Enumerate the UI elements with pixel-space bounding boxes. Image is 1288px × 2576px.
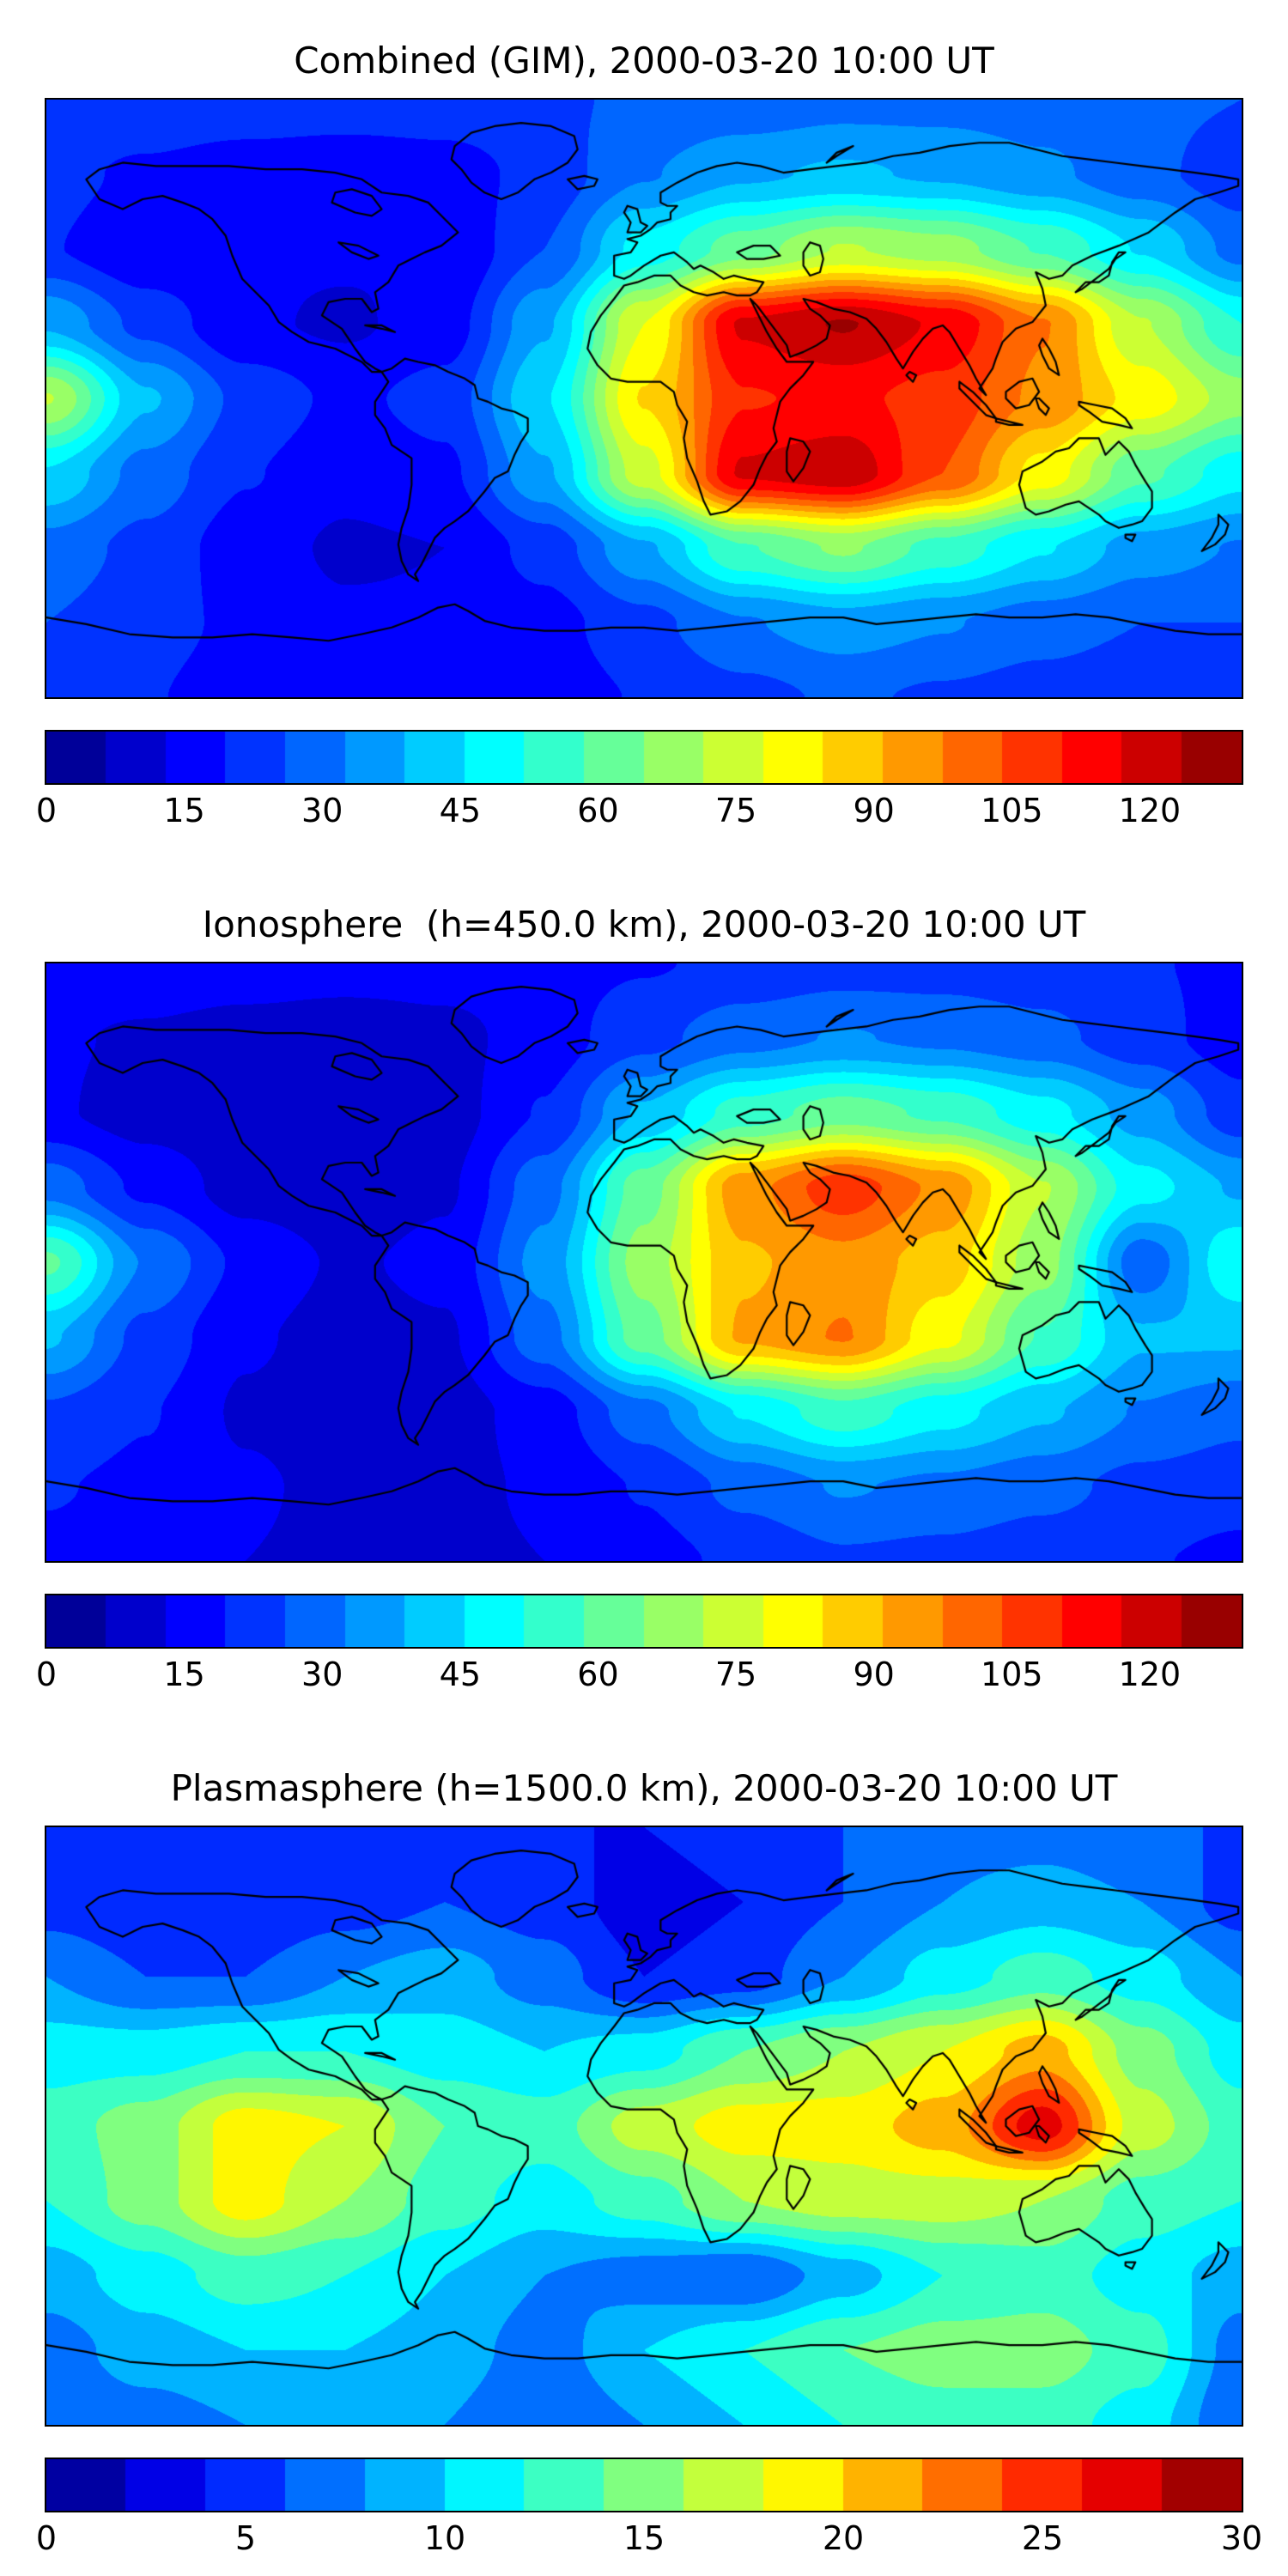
colorbar-frame-plasmasphere <box>45 2458 1243 2512</box>
panel-title-combined: Combined (GIM), 2000-03-20 10:00 UT <box>294 39 994 82</box>
map-canvas-plasmasphere <box>46 1827 1242 2425</box>
map-frame-plasmasphere <box>45 1826 1243 2427</box>
colorbar-tick-label: 30 <box>301 792 343 829</box>
colorbar-tick-label: 5 <box>234 2519 257 2557</box>
panel-title-plasmasphere: Plasmasphere (h=1500.0 km), 2000-03-20 1… <box>170 1767 1118 1809</box>
colorbar-frame-combined <box>45 730 1243 785</box>
colorbar-tick-label: 120 <box>1118 1656 1182 1693</box>
colorbar-tick-label: 90 <box>853 1656 895 1693</box>
map-canvas-combined <box>46 100 1242 697</box>
colorbar-canvas-combined <box>46 732 1242 783</box>
colorbar-tick-label: 45 <box>439 1656 482 1693</box>
colorbar-tick-label: 45 <box>439 792 482 829</box>
colorbar-canvas-ionosphere <box>46 1595 1242 1647</box>
colorbar-canvas-plasmasphere <box>46 2459 1242 2511</box>
colorbar-frame-ionosphere <box>45 1594 1243 1649</box>
panel-combined-gim: Combined (GIM), 2000-03-20 10:00 UT 0 15 3… <box>0 39 1288 833</box>
colorbar-tick-label: 75 <box>714 1656 757 1693</box>
panel-title-ionosphere: Ionosphere (h=450.0 km), 2000-03-20 10:0… <box>202 903 1086 945</box>
colorbar-tick-label: 0 <box>35 1656 58 1693</box>
colorbar-tick-label: 0 <box>35 792 58 829</box>
panel-ionosphere: Ionosphere (h=450.0 km), 2000-03-20 10:0… <box>0 903 1288 1697</box>
colorbar-tick-label: 10 <box>423 2519 466 2557</box>
colorbar-tick-label: 105 <box>981 1656 1043 1693</box>
colorbar-tick-label: 15 <box>163 1656 205 1693</box>
panel-plasmasphere: Plasmasphere (h=1500.0 km), 2000-03-20 1… <box>0 1767 1288 2561</box>
colorbar-tick-label: 60 <box>577 792 619 829</box>
colorbar-ticks-ionosphere: 0 15 30 45 60 75 90 105 120 <box>36 1656 1242 1697</box>
colorbar-tick-label: 30 <box>301 1656 343 1693</box>
colorbar-tick-label: 25 <box>1021 2519 1064 2557</box>
colorbar-tick-label: 20 <box>822 2519 865 2557</box>
map-frame-combined <box>45 98 1243 699</box>
colorbar-tick-label: 30 <box>1220 2519 1263 2557</box>
colorbar-tick-label: 90 <box>853 792 895 829</box>
map-frame-ionosphere <box>45 962 1243 1563</box>
colorbar-tick-label: 15 <box>623 2519 665 2557</box>
colorbar-tick-label: 120 <box>1118 792 1182 829</box>
colorbar-ticks-plasmasphere: 0 5 10 15 20 25 30 <box>36 2519 1262 2561</box>
colorbar-ticks-combined: 0 15 30 45 60 75 90 105 120 <box>36 792 1242 833</box>
colorbar-tick-label: 0 <box>35 2519 58 2557</box>
colorbar-tick-label: 15 <box>163 792 205 829</box>
colorbar-tick-label: 75 <box>714 792 757 829</box>
colorbar-tick-label: 105 <box>981 792 1043 829</box>
map-canvas-ionosphere <box>46 963 1242 1561</box>
colorbar-tick-label: 60 <box>577 1656 619 1693</box>
